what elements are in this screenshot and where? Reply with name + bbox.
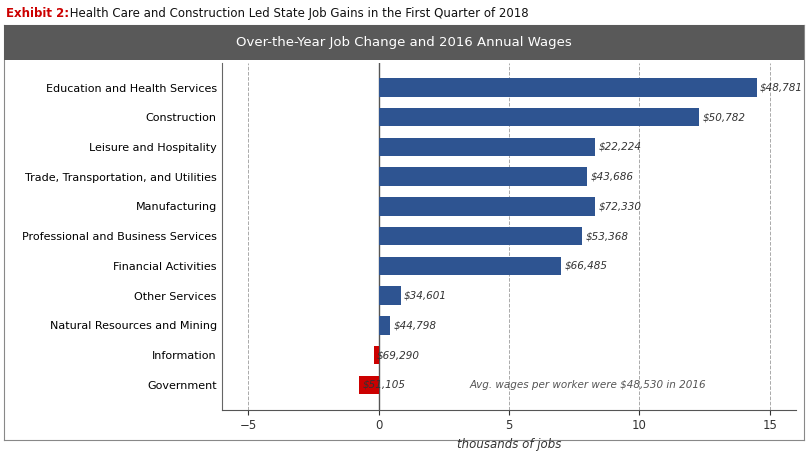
Text: $66,485: $66,485 xyxy=(564,261,608,271)
Bar xyxy=(379,108,700,126)
Text: $48,781: $48,781 xyxy=(760,82,803,93)
Bar xyxy=(359,375,379,394)
Text: Avg. wages per worker were $48,530 in 2016: Avg. wages per worker were $48,530 in 20… xyxy=(470,380,706,390)
Text: $34,601: $34,601 xyxy=(404,291,447,300)
Text: $22,224: $22,224 xyxy=(598,142,642,152)
Bar xyxy=(379,197,595,216)
Bar xyxy=(379,287,401,305)
Text: $69,290: $69,290 xyxy=(377,350,420,360)
Text: $44,798: $44,798 xyxy=(393,320,436,330)
X-axis label: thousands of jobs: thousands of jobs xyxy=(457,438,562,451)
Bar xyxy=(374,346,379,364)
Text: Over-the-Year Job Change and 2016 Annual Wages: Over-the-Year Job Change and 2016 Annual… xyxy=(236,36,572,50)
Text: Exhibit 2:: Exhibit 2: xyxy=(6,7,69,20)
Bar xyxy=(379,168,587,186)
Bar xyxy=(379,78,757,97)
Text: $51,105: $51,105 xyxy=(362,380,406,390)
Bar xyxy=(379,257,562,275)
Text: $72,330: $72,330 xyxy=(598,201,642,212)
Bar xyxy=(379,316,390,335)
Text: $43,686: $43,686 xyxy=(591,172,633,181)
Bar xyxy=(379,227,582,245)
Text: Health Care and Construction Led State Job Gains in the First Quarter of 2018: Health Care and Construction Led State J… xyxy=(66,7,529,20)
Text: $53,368: $53,368 xyxy=(585,231,628,241)
Text: $50,782: $50,782 xyxy=(702,112,746,122)
Bar xyxy=(379,138,595,156)
